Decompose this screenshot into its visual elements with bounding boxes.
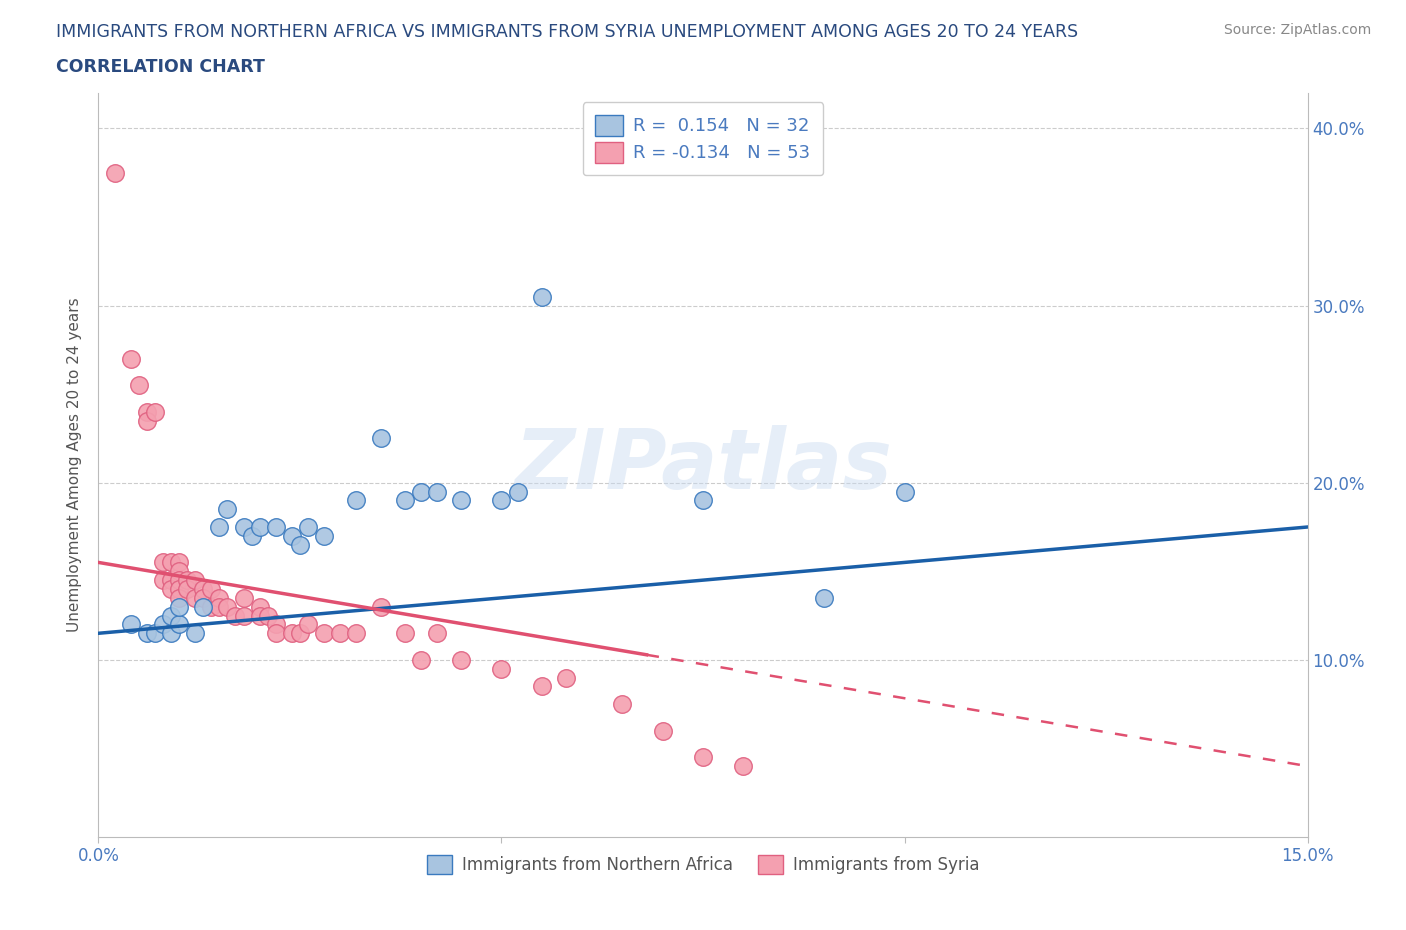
Point (103, 166, 125, 180)
Point (152, 573, 174, 588)
Point (152, 555, 174, 570)
Point (143, 626, 166, 641)
Point (288, 538, 311, 552)
Point (394, 626, 416, 641)
Point (297, 520, 319, 535)
Point (370, 599, 392, 614)
Point (208, 599, 231, 614)
Point (249, 608, 271, 623)
Point (409, 485, 432, 499)
Point (530, 289, 553, 304)
Point (135, 626, 157, 641)
Point (200, 581, 222, 596)
Text: CORRELATION CHART: CORRELATION CHART (56, 58, 266, 75)
Point (232, 520, 254, 535)
Point (167, 555, 190, 570)
Point (167, 591, 190, 605)
Point (167, 617, 190, 631)
Point (506, 485, 529, 499)
Point (733, 759, 755, 774)
Point (232, 591, 254, 605)
Point (160, 555, 183, 570)
Point (813, 591, 835, 605)
Point (264, 626, 287, 641)
Point (249, 520, 271, 535)
Point (314, 528, 336, 543)
Point (370, 431, 392, 445)
Point (651, 724, 673, 738)
Point (409, 653, 432, 668)
Point (426, 485, 449, 499)
Point (167, 573, 190, 588)
Point (135, 405, 157, 419)
Point (491, 661, 513, 676)
Point (264, 520, 287, 535)
Point (160, 608, 183, 623)
Point (184, 591, 207, 605)
Legend: Immigrants from Northern Africa, Immigrants from Syria: Immigrants from Northern Africa, Immigra… (420, 848, 986, 881)
Point (208, 520, 231, 535)
Point (394, 493, 416, 508)
Point (491, 493, 513, 508)
Point (264, 617, 287, 631)
Point (450, 653, 472, 668)
Text: ZIPatlas: ZIPatlas (515, 424, 891, 506)
Point (217, 502, 239, 517)
Point (329, 626, 352, 641)
Point (256, 608, 278, 623)
Point (152, 617, 174, 631)
Point (240, 528, 263, 543)
Point (193, 591, 215, 605)
Point (160, 573, 183, 588)
Point (426, 626, 449, 641)
Point (692, 750, 714, 764)
Point (135, 413, 157, 428)
Point (128, 378, 150, 392)
Point (555, 671, 578, 685)
Point (176, 573, 198, 588)
Point (314, 626, 336, 641)
Point (160, 581, 183, 596)
Point (167, 599, 190, 614)
Text: Source: ZipAtlas.com: Source: ZipAtlas.com (1223, 23, 1371, 37)
Point (692, 493, 714, 508)
Point (612, 697, 634, 711)
Point (217, 599, 239, 614)
Point (344, 493, 367, 508)
Point (167, 581, 190, 596)
Point (193, 581, 215, 596)
Point (193, 599, 215, 614)
Point (167, 564, 190, 578)
Point (893, 485, 915, 499)
Point (143, 405, 166, 419)
Point (224, 608, 246, 623)
Point (281, 528, 304, 543)
Point (160, 626, 183, 641)
Point (232, 608, 254, 623)
Point (176, 581, 198, 596)
Point (200, 599, 222, 614)
Point (344, 626, 367, 641)
Point (184, 626, 207, 641)
Text: IMMIGRANTS FROM NORTHERN AFRICA VS IMMIGRANTS FROM SYRIA UNEMPLOYMENT AMONG AGES: IMMIGRANTS FROM NORTHERN AFRICA VS IMMIG… (56, 23, 1078, 41)
Point (450, 493, 472, 508)
Point (208, 591, 231, 605)
Point (281, 626, 304, 641)
Point (288, 626, 311, 641)
Point (530, 679, 553, 694)
Y-axis label: Unemployment Among Ages 20 to 24 years: Unemployment Among Ages 20 to 24 years (67, 298, 83, 632)
Point (120, 352, 142, 366)
Point (249, 599, 271, 614)
Point (297, 617, 319, 631)
Point (120, 617, 142, 631)
Point (184, 573, 207, 588)
